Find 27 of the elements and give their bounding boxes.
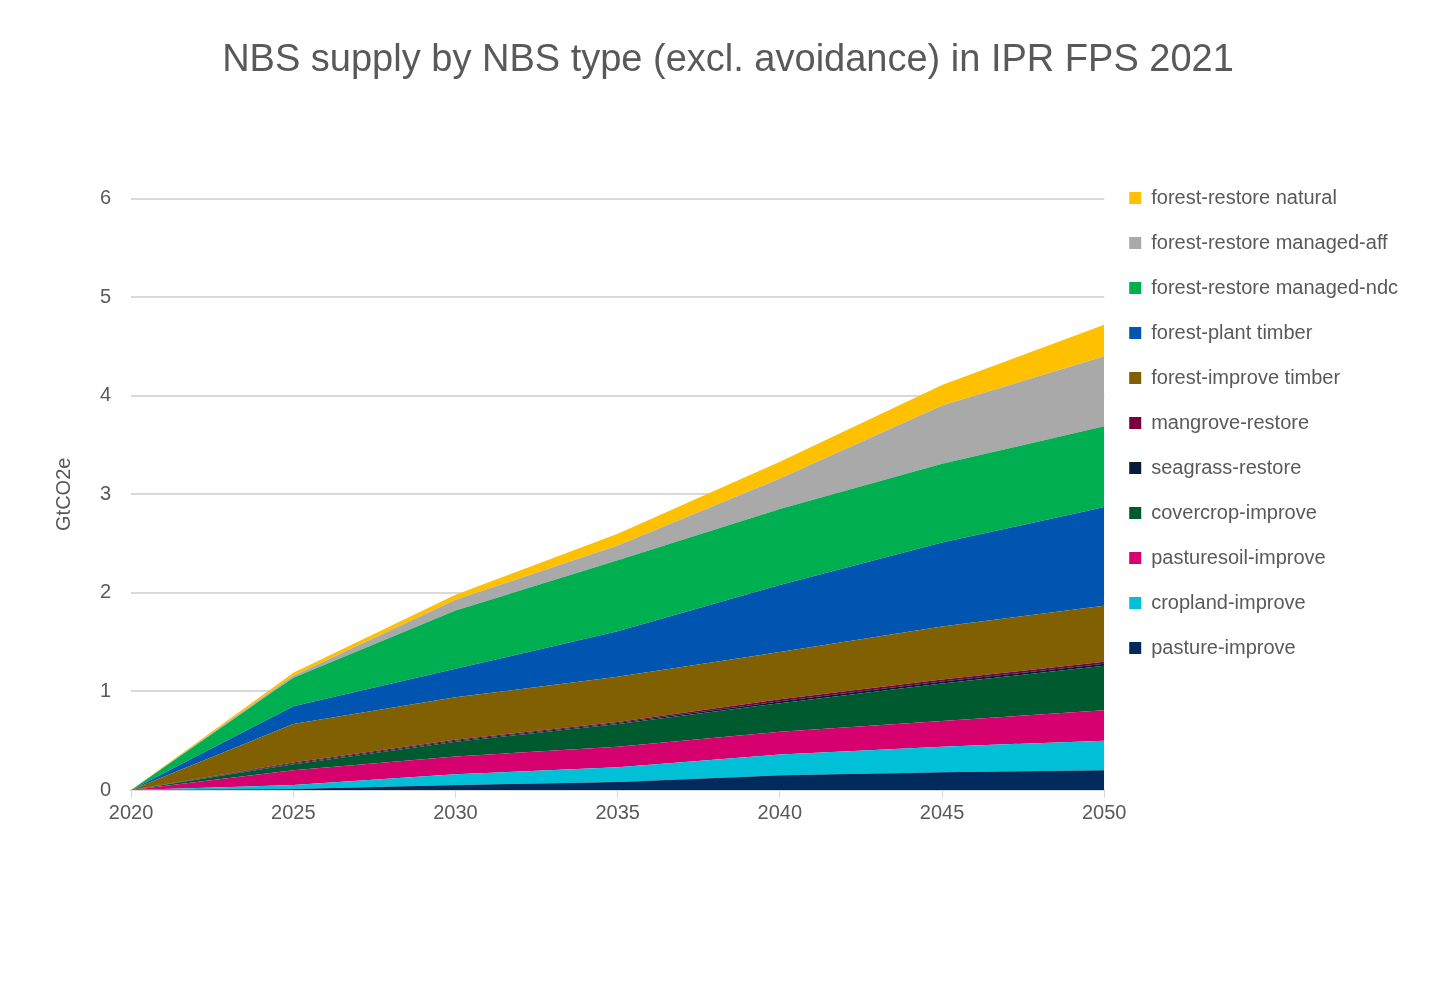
legend-label: covercrop-improve (1151, 500, 1317, 523)
legend-label: forest-improve timber (1151, 365, 1341, 388)
x-tick-label: 2025 (271, 800, 316, 823)
x-tick-label: 2035 (595, 800, 640, 823)
x-tick-label: 2020 (108, 800, 154, 823)
legend-label: pasture-improve (1151, 635, 1296, 658)
x-tick-label: 2030 (433, 800, 478, 823)
legend-label: forest-plant timber (1151, 320, 1313, 343)
y-tick-label: 5 (100, 284, 112, 307)
chart-title: NBS supply by NBS type (excl. avoidance) in IPR FPS 2021 (222, 37, 1234, 80)
legend-label: mangrove-restore (1151, 410, 1310, 433)
y-tick-label: 1 (100, 678, 112, 701)
y-tick-label: 2 (100, 580, 112, 603)
x-tick-label: 2050 (1081, 800, 1127, 823)
y-tick-label: 3 (100, 481, 112, 504)
y-axis-title: GtCO2e (51, 457, 74, 531)
legend-label: pasturesoil-improve (1151, 545, 1326, 568)
x-tick-label: 2045 (919, 800, 965, 823)
legend-label: forest-restore managed-aff (1151, 230, 1389, 253)
y-tick-label: 0 (100, 777, 112, 800)
legend-label: forest-restore managed-ndc (1151, 275, 1399, 298)
y-tick-label: 6 (100, 186, 112, 209)
legend-label: forest-restore natural (1151, 185, 1337, 208)
x-tick-label: 2040 (757, 800, 803, 823)
y-tick-label: 4 (100, 383, 112, 406)
legend-label: cropland-improve (1151, 590, 1306, 613)
legend-label: seagrass-restore (1151, 455, 1302, 478)
